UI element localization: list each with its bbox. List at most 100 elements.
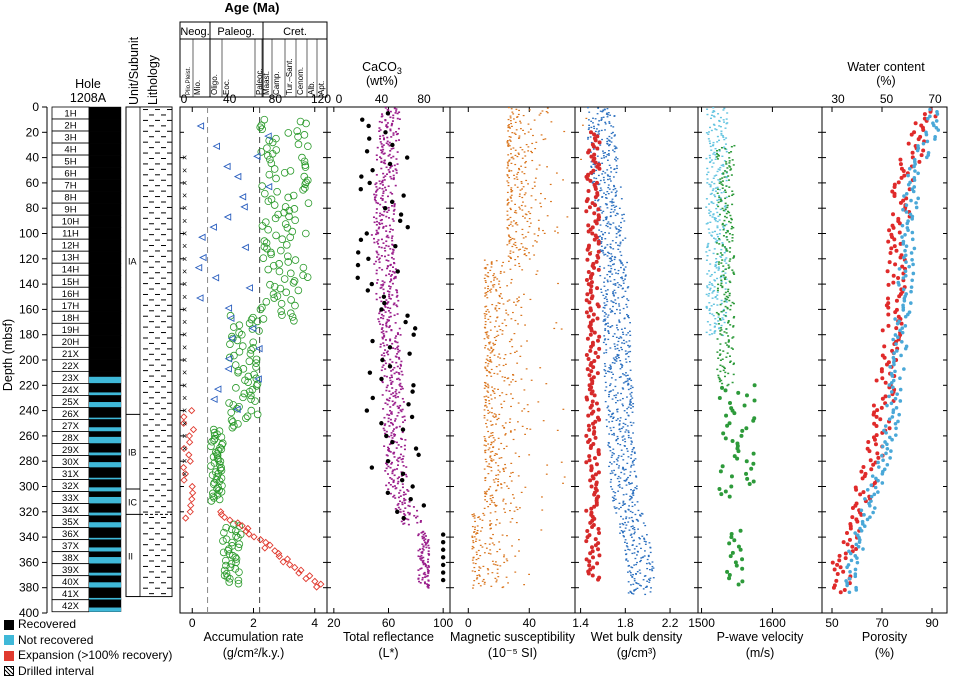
velocity-point (733, 560, 738, 565)
reflectance-point (389, 477, 392, 479)
density-point (620, 328, 623, 330)
density-point (604, 381, 607, 384)
water-content-point (900, 330, 905, 335)
reflectance-point (388, 435, 391, 438)
x-axis-unit: (%) (875, 646, 894, 660)
mar-point (293, 127, 301, 135)
magsus-point (517, 171, 520, 174)
velocity-point (712, 107, 715, 109)
density-point (614, 474, 617, 476)
magsus-point (521, 233, 524, 236)
density-point (632, 403, 635, 405)
magsus-point (497, 437, 500, 439)
reflectance-point (378, 226, 381, 229)
density-point (615, 165, 618, 167)
velocity-point (725, 569, 730, 574)
velocity-point (724, 197, 727, 200)
core-label: 8H (64, 193, 76, 204)
velocity-point (713, 326, 716, 328)
porosity-point (879, 405, 884, 410)
reflectance-point (397, 444, 400, 446)
reflectance-point (390, 156, 393, 159)
magsus-point (505, 576, 508, 578)
velocity-point (713, 124, 716, 126)
reflectance-point (385, 484, 388, 487)
magsus-point (531, 159, 534, 162)
density-discrete-point (595, 371, 600, 376)
velocity-point (717, 320, 720, 322)
velocity-point (730, 174, 733, 176)
water-content-point (900, 235, 904, 239)
water-content-point (893, 369, 897, 374)
velocity-point (712, 213, 715, 215)
magsus-point (514, 351, 516, 353)
magsus-point (488, 411, 491, 413)
reflectance-point (378, 267, 381, 269)
velocity-point (706, 245, 709, 248)
velocity-point (727, 320, 730, 322)
density-point (612, 149, 614, 151)
reflectance-point (417, 549, 420, 552)
reflectance-point (395, 304, 398, 306)
magsus-point (493, 454, 496, 457)
reflectance-point (385, 324, 388, 327)
age-epoch-label: Cret. (283, 26, 307, 38)
magsus-point (475, 551, 478, 553)
reflectance-point (394, 434, 397, 436)
mar-point (260, 242, 269, 251)
reflectance-point (388, 316, 391, 318)
density-discrete-point (589, 154, 594, 159)
magsus-point (494, 343, 496, 346)
density-point (593, 172, 595, 175)
mar-point (277, 307, 285, 316)
density-point (604, 318, 607, 320)
magsus-point (494, 564, 497, 566)
reflectance-point (395, 427, 398, 429)
magsus-point (495, 490, 497, 492)
density-point (629, 402, 631, 404)
velocity-point (733, 273, 736, 275)
reflectance-point (382, 283, 385, 286)
density-point (604, 121, 607, 123)
magsus-point (492, 415, 495, 417)
water-content-point (901, 308, 906, 312)
density-point (621, 439, 624, 441)
reflectance-point (404, 507, 407, 509)
density-discrete-point (592, 211, 597, 216)
density-discrete-point (586, 439, 591, 444)
mar-point (275, 267, 284, 276)
density-point (613, 461, 616, 463)
reflectance-point (382, 364, 385, 367)
velocity-point (713, 286, 716, 288)
mar-point (283, 224, 292, 232)
density-point (648, 542, 651, 544)
magsus-point (493, 544, 496, 546)
caco3-point (407, 351, 412, 356)
density-point (606, 190, 609, 193)
density-point (588, 124, 590, 127)
porosity-point (855, 519, 860, 524)
caco3-tick-label: 40 (375, 92, 389, 106)
magsus-point (514, 264, 517, 266)
velocity-point (708, 203, 711, 205)
velocity-point (708, 249, 711, 252)
mar-point (222, 556, 230, 565)
velocity-point (712, 115, 715, 117)
water-content-point (869, 483, 874, 488)
mar-point (227, 408, 236, 417)
velocity-point (730, 217, 733, 220)
water-content-point (916, 171, 920, 176)
velocity-point (714, 230, 717, 233)
mar-point (235, 540, 244, 548)
velocity-point (722, 119, 725, 121)
mar-point (280, 208, 288, 217)
magsus-point (540, 529, 543, 531)
magsus-point (501, 297, 503, 299)
density-point (631, 525, 634, 527)
mar-point (251, 397, 259, 405)
mar-point (234, 420, 242, 428)
density-point (619, 368, 622, 370)
velocity-point (712, 110, 715, 112)
reflectance-point (388, 295, 391, 298)
water-content-point (892, 362, 896, 367)
